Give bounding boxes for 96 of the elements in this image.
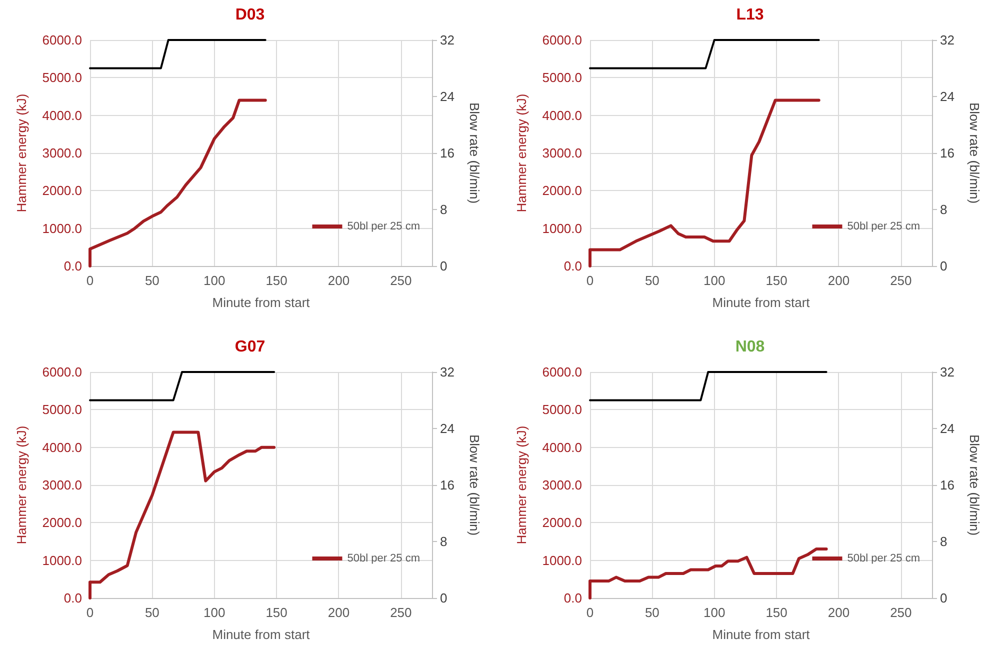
- y2-tick-label: 16: [940, 146, 954, 160]
- x-tick-label: 150: [266, 605, 288, 620]
- y-tick-label: 3000.0: [542, 478, 582, 492]
- y2-tick-label: 32: [440, 364, 454, 380]
- x-tick-label: 100: [704, 605, 726, 620]
- y-tick-label: 0.0: [64, 258, 82, 274]
- y2-tick-label: 0: [940, 258, 948, 274]
- y2-tick-label: 24: [940, 89, 954, 104]
- x-tick-label: 250: [390, 605, 412, 620]
- line-series: [88, 430, 276, 600]
- y-axis-title: Hammer energy (kJ): [514, 426, 529, 544]
- y-axis-title: Hammer energy (kJ): [14, 94, 29, 212]
- y2-tick-label: 16: [440, 478, 454, 492]
- x-tick-label: 150: [766, 605, 788, 620]
- x-tick-label: 250: [390, 273, 412, 288]
- y2-tick-label: 8: [440, 534, 448, 549]
- y-tick-label: 5000.0: [542, 70, 582, 86]
- x-tick-label: 50: [144, 273, 160, 288]
- y2-axis-title: Blow rate (bl/min): [467, 102, 482, 204]
- y-tick-label: 0.0: [564, 258, 582, 274]
- y-tick-label: 2000.0: [42, 515, 82, 530]
- y-tick-label: 2000.0: [42, 183, 82, 198]
- y2-tick-label: 8: [440, 202, 448, 217]
- y-tick-label: 6000.0: [42, 32, 82, 48]
- y-tick-label: 3000.0: [42, 146, 82, 160]
- y-axis-title: Hammer energy (kJ): [14, 426, 29, 544]
- chart-title: N08: [735, 338, 765, 356]
- y-tick-label: 3000.0: [42, 478, 82, 492]
- y2-axis-title: Blow rate (bl/min): [967, 102, 982, 204]
- x-tick-label: 0: [86, 605, 94, 620]
- y2-tick-label: 16: [440, 146, 454, 160]
- x-tick-label: 200: [828, 605, 850, 620]
- x-tick-label: 150: [766, 273, 788, 288]
- legend-label: 50bl per 25 cm: [847, 552, 920, 564]
- chart-title: L13: [736, 6, 764, 24]
- line-series: [588, 548, 828, 600]
- x-tick-label: 200: [328, 273, 350, 288]
- y-tick-label: 6000.0: [542, 32, 582, 48]
- x-tick-label: 50: [644, 605, 660, 620]
- y-tick-label: 4000.0: [542, 440, 582, 455]
- y2-tick-label: 32: [940, 364, 954, 380]
- legend-label: 50bl per 25 cm: [347, 552, 420, 564]
- y-tick-label: 0.0: [564, 590, 582, 606]
- x-axis-title: Minute from start: [212, 295, 310, 310]
- x-axis-title: Minute from start: [712, 627, 810, 642]
- y-tick-label: 3000.0: [542, 146, 582, 160]
- y2-tick-label: 0: [440, 590, 448, 606]
- y2-tick-label: 0: [940, 590, 948, 606]
- x-tick-label: 100: [204, 273, 226, 288]
- y-tick-label: 5000.0: [42, 402, 82, 418]
- x-tick-label: 50: [644, 273, 660, 288]
- y2-tick-label: 32: [940, 32, 954, 48]
- x-tick-label: 100: [204, 605, 226, 620]
- y-tick-label: 4000.0: [42, 440, 82, 455]
- x-tick-label: 200: [828, 273, 850, 288]
- y-tick-label: 1000.0: [542, 552, 582, 568]
- y2-tick-label: 8: [940, 534, 948, 549]
- x-tick-label: 250: [890, 605, 912, 620]
- y-tick-label: 1000.0: [42, 552, 82, 568]
- y-tick-label: 2000.0: [542, 183, 582, 198]
- y-tick-label: 5000.0: [42, 70, 82, 86]
- x-tick-label: 200: [328, 605, 350, 620]
- x-axis-title: Minute from start: [712, 295, 810, 310]
- y-tick-label: 2000.0: [542, 515, 582, 530]
- x-tick-label: 0: [586, 605, 594, 620]
- y-tick-label: 6000.0: [542, 364, 582, 380]
- y2-tick-label: 0: [440, 258, 448, 274]
- x-tick-label: 50: [144, 605, 160, 620]
- y-tick-label: 4000.0: [42, 108, 82, 123]
- legend-label: 50bl per 25 cm: [847, 220, 920, 232]
- y-tick-label: 6000.0: [42, 364, 82, 380]
- x-axis-title: Minute from start: [212, 627, 310, 642]
- y-tick-label: 4000.0: [542, 108, 582, 123]
- y2-tick-label: 8: [940, 202, 948, 217]
- y-tick-label: 1000.0: [542, 220, 582, 236]
- y-tick-label: 1000.0: [42, 220, 82, 236]
- x-tick-label: 100: [704, 273, 726, 288]
- y2-tick-label: 24: [940, 421, 954, 436]
- x-tick-label: 0: [586, 273, 594, 288]
- chart-title: D03: [235, 6, 265, 24]
- legend-label: 50bl per 25 cm: [347, 220, 420, 232]
- x-tick-label: 250: [890, 273, 912, 288]
- chart-title: G07: [234, 338, 266, 356]
- y2-tick-label: 32: [440, 32, 454, 48]
- x-tick-label: 150: [266, 273, 288, 288]
- x-tick-label: 0: [86, 273, 94, 288]
- y2-axis-title: Blow rate (bl/min): [967, 434, 982, 536]
- y-tick-label: 0.0: [64, 590, 82, 606]
- line-series: [588, 98, 820, 268]
- y-axis-title: Hammer energy (kJ): [514, 94, 529, 212]
- line-series: [88, 98, 267, 268]
- y2-tick-label: 16: [940, 478, 954, 492]
- y-tick-label: 5000.0: [542, 402, 582, 418]
- y2-tick-label: 24: [440, 421, 454, 436]
- y2-axis-title: Blow rate (bl/min): [467, 434, 482, 536]
- y2-tick-label: 24: [440, 89, 454, 104]
